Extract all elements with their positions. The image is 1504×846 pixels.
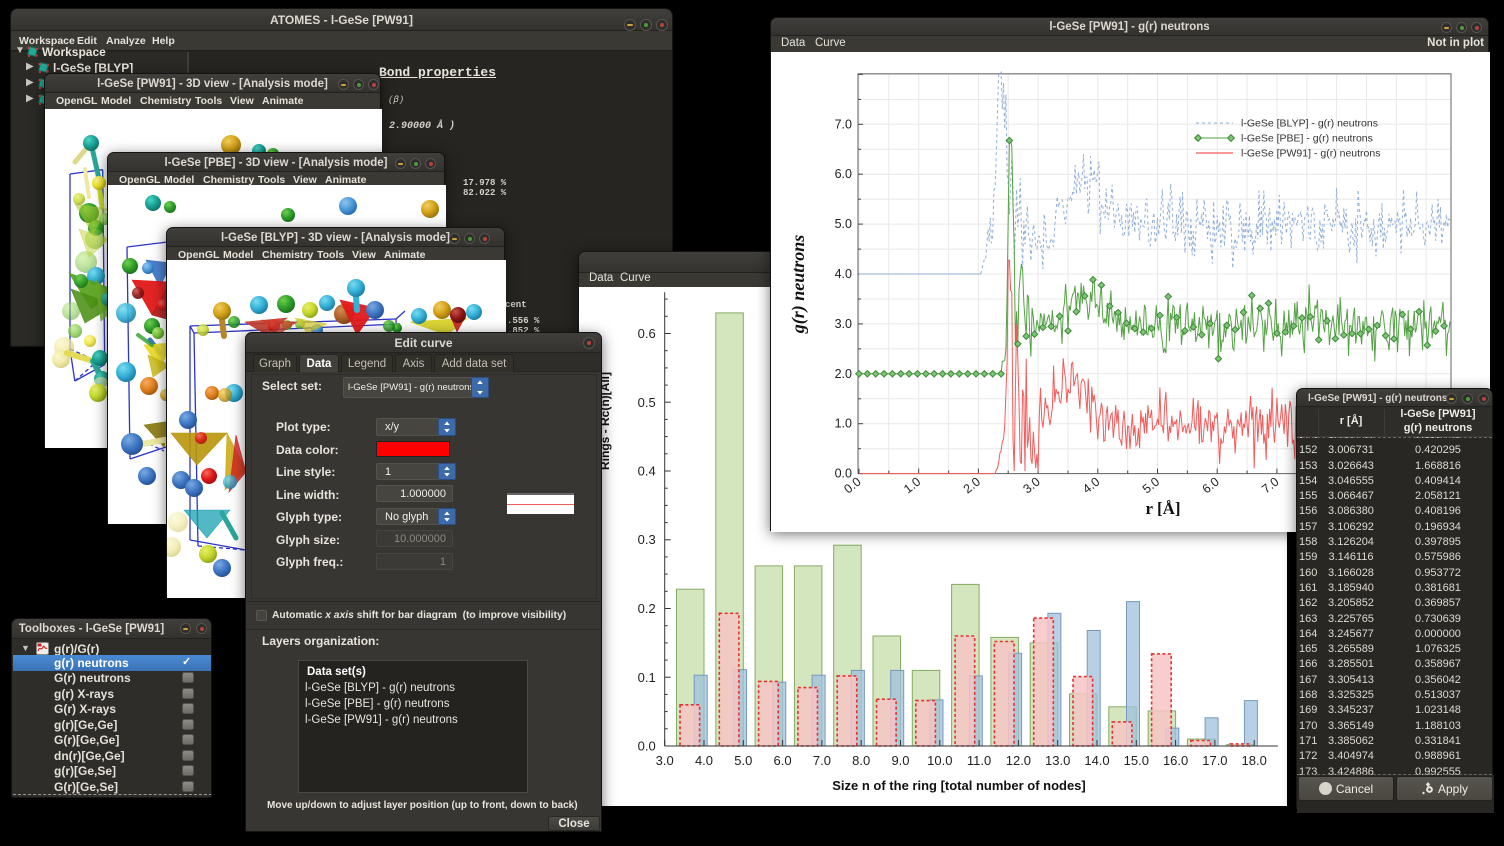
svg-text:3.0: 3.0: [656, 753, 674, 768]
svg-text:0.4: 0.4: [638, 464, 656, 479]
svg-text:2.0: 2.0: [835, 367, 852, 381]
svg-text:16.0: 16.0: [1163, 753, 1188, 768]
svg-text:3.0: 3.0: [835, 317, 852, 331]
svg-text:0.0: 0.0: [835, 467, 852, 481]
svg-text:9.0: 9.0: [891, 753, 909, 768]
svg-text:18.0: 18.0: [1242, 753, 1267, 768]
svg-text:0.1: 0.1: [638, 670, 656, 685]
svg-text:7.0: 7.0: [835, 117, 852, 131]
svg-text:0.5: 0.5: [638, 395, 656, 410]
svg-text:0.3: 0.3: [638, 532, 656, 547]
svg-text:14.0: 14.0: [1084, 753, 1109, 768]
svg-text:17.0: 17.0: [1202, 753, 1227, 768]
svg-text:0.6: 0.6: [638, 326, 656, 341]
svg-text:13.0: 13.0: [1045, 753, 1070, 768]
svg-text:8.0: 8.0: [852, 753, 870, 768]
svg-text:r [Å]: r [Å]: [1145, 499, 1180, 518]
svg-text:1.0: 1.0: [835, 417, 852, 431]
svg-text:Size n of the ring [total numb: Size n of the ring [total number of node…: [832, 778, 1086, 793]
svg-text:5.0: 5.0: [835, 217, 852, 231]
svg-text:g(r) neutrons: g(r) neutrons: [788, 235, 809, 335]
svg-text:l-GeSe [PW91] - g(r) neutrons: l-GeSe [PW91] - g(r) neutrons: [1241, 148, 1380, 160]
svg-text:6.0: 6.0: [774, 753, 792, 768]
svg-text:l-GeSe [BLYP] - g(r) neutrons: l-GeSe [BLYP] - g(r) neutrons: [1241, 118, 1378, 130]
svg-text:4.0: 4.0: [695, 753, 713, 768]
svg-text:11.0: 11.0: [967, 753, 991, 768]
svg-text:0.0: 0.0: [638, 739, 656, 754]
svg-text:12.0: 12.0: [1006, 753, 1031, 768]
svg-text:15.0: 15.0: [1124, 753, 1149, 768]
svg-text:5.0: 5.0: [734, 753, 752, 768]
svg-text:10.0: 10.0: [927, 753, 952, 768]
svg-text:6.0: 6.0: [835, 167, 852, 181]
svg-text:0.2: 0.2: [638, 601, 656, 616]
svg-text:l-GeSe [PBE] - g(r) neutrons: l-GeSe [PBE] - g(r) neutrons: [1241, 133, 1373, 145]
svg-text:4.0: 4.0: [835, 267, 852, 281]
svg-text:7.0: 7.0: [813, 753, 831, 768]
